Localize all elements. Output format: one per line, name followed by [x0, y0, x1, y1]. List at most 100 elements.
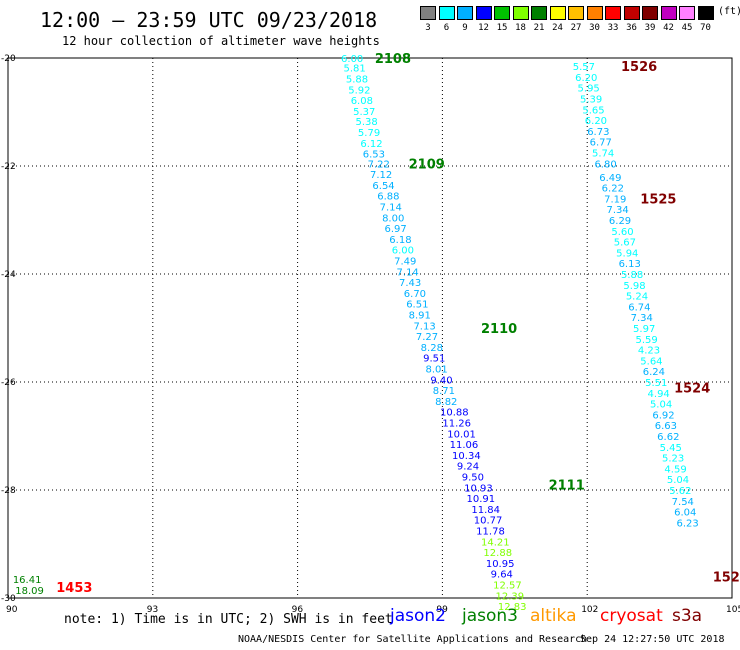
swh-value-jason3: 8.00: [382, 213, 404, 224]
swh-value-jason3: 7.22: [368, 159, 390, 170]
swh-value-jason3: 11.78: [476, 527, 505, 538]
pass-number-label: 2109: [409, 157, 445, 172]
pass-number-label: 1524: [674, 381, 710, 396]
pass-number-label: 1525: [640, 192, 676, 207]
swh-value-s3a: 6.23: [676, 518, 698, 529]
legend-label: 24: [552, 23, 563, 33]
swh-value-s3a: 5.04: [650, 400, 672, 411]
swh-value-jason3: 9.24: [457, 462, 479, 473]
legend-swatch: [660, 6, 677, 20]
swh-value-jason3: 6.00: [392, 246, 414, 257]
swh-value-jason3: 11.84: [471, 505, 500, 516]
swh-value-jason3: 5.37: [353, 107, 375, 118]
swh-value-jason3: 8.28: [421, 343, 443, 354]
x-tick-label: 102: [581, 605, 598, 615]
swh-value-jason3: 11.06: [450, 440, 479, 451]
legend-swatch: [549, 6, 566, 20]
y-tick-label: -28: [1, 486, 16, 496]
pass-number-label: 1453: [56, 581, 92, 596]
swh-value-s3a: 7.54: [672, 497, 694, 508]
swh-value-s3a: 5.98: [623, 281, 645, 292]
swh-value-s3a: 5.51: [645, 378, 667, 389]
pass-number-label: 152: [713, 570, 740, 585]
legend-swatch: [457, 6, 473, 20]
legend-label: 12: [478, 23, 489, 33]
swh-value-s3a: 4.59: [664, 464, 686, 475]
swh-value-jason3: 9.64: [491, 570, 513, 581]
legend-swatch: [586, 6, 603, 20]
swh-value-s3a: 6.62: [657, 432, 679, 443]
swh-value-jason3: 10.88: [440, 408, 469, 419]
swh-value-s3a: 5.59: [635, 335, 657, 346]
swh-value-s3a: 5.39: [580, 95, 602, 106]
swh-value-s3a: 5.60: [611, 227, 633, 238]
swh-value-s3a: 4.94: [648, 389, 670, 400]
swh-value-s3a: 5.67: [614, 238, 636, 249]
swh-value-s3a: 5.23: [662, 454, 684, 465]
swh-value-jason3: 12.88: [483, 548, 512, 559]
swh-value-jason3: 9.40: [430, 375, 452, 386]
swh-value-s3a: 5.65: [582, 105, 604, 116]
legend-label: 21: [533, 23, 545, 33]
satellite-label-jason2: jason2: [390, 606, 446, 626]
y-tick-label: -20: [1, 54, 16, 64]
swh-value-s3a: 6.80: [594, 159, 616, 170]
footer-note: note: 1) Time is in UTC; 2) SWH is in fe…: [64, 612, 393, 627]
swh-value-s3a: 6.29: [609, 216, 631, 227]
credit-line: NOAA/NESDIS Center for Satellite Applica…: [238, 634, 588, 645]
legend-swatch: [494, 6, 510, 20]
swh-value-jason3: 10.01: [447, 429, 476, 440]
swh-value-jason3: 7.14: [397, 267, 419, 278]
swh-value-jason3: 14.21: [481, 537, 510, 548]
legend-label: 45: [681, 23, 693, 33]
pass-number-label: 1526: [621, 60, 657, 75]
swh-value-jason3: 6.70: [404, 289, 426, 300]
swh-value-s3a: 6.49: [599, 173, 621, 184]
swh-value-jason3: 5.38: [356, 117, 378, 128]
swh-value-s3a: 6.77: [590, 138, 612, 149]
swh-value-jason3: 11.26: [442, 419, 471, 430]
swh-value-jason3: 7.27: [416, 332, 438, 343]
swh-value-s3a: 5.94: [616, 248, 638, 259]
x-tick-label: 99: [436, 605, 448, 615]
pass-number-label: 2111: [549, 479, 585, 494]
legend-swatch: [568, 6, 584, 20]
plot-frame: [7, 57, 733, 599]
swh-value-jason3: 7.14: [380, 203, 402, 214]
swh-value-jason3: 8.82: [435, 397, 457, 408]
y-tick-label: -24: [1, 270, 16, 280]
swh-value-s3a: 5.45: [660, 443, 682, 454]
swh-value-jason3: 8.01: [426, 365, 448, 376]
legend-label: 39: [644, 23, 656, 33]
legend-label: 18: [515, 23, 526, 33]
swh-value-s3a: 5.04: [667, 475, 689, 486]
swh-value-jason3: 5.81: [343, 64, 365, 75]
swh-value-jason3: 6.12: [360, 139, 382, 150]
x-tick-label: 96: [292, 605, 304, 615]
legend-swatch: [623, 6, 640, 20]
legend-label: 27: [570, 23, 582, 33]
y-tick-label: -26: [1, 378, 16, 388]
swh-value-s3a: 6.73: [587, 127, 609, 138]
swh-value-s3a: 6.74: [628, 302, 650, 313]
swh-value-jason3: 12.83: [498, 602, 527, 613]
satellite-label-jason3: jason3: [462, 606, 518, 626]
swh-value-jason3: 10.93: [464, 483, 493, 494]
swh-value-jason3: 5.88: [346, 75, 368, 86]
swh-value-jason3: 6.88: [377, 192, 399, 203]
legend-label: 36: [626, 23, 637, 33]
x-tick-label: 93: [147, 605, 158, 615]
swh-value-jason3: 7.12: [370, 170, 392, 181]
swh-value-jason3: 10.91: [467, 494, 496, 505]
swh-value-jason3: 6.18: [389, 235, 411, 246]
legend-label: 30: [589, 23, 600, 33]
legend-swatch: [697, 6, 714, 20]
x-tick-label: 105: [726, 605, 740, 615]
swh-value-jason3: 9.50: [462, 473, 484, 484]
chart-title: 12:00 – 23:59 UTC 09/23/2018: [40, 8, 378, 32]
swh-value-jason3: 6.97: [384, 224, 406, 235]
swh-value-s3a: 7.34: [631, 313, 653, 324]
swh-value-s3a: 6.22: [602, 184, 624, 195]
swh-value-s3a: 5.24: [626, 292, 648, 303]
